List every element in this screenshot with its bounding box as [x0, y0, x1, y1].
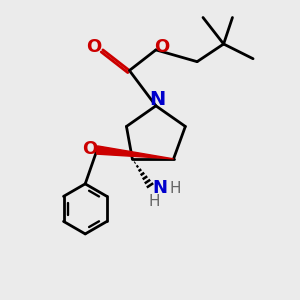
Text: H: H [169, 181, 181, 196]
Text: O: O [86, 38, 102, 56]
Text: H: H [149, 194, 160, 209]
Text: O: O [82, 140, 97, 158]
Text: N: N [153, 179, 168, 197]
Text: O: O [154, 38, 170, 56]
Polygon shape [97, 146, 174, 159]
Text: N: N [149, 90, 166, 110]
